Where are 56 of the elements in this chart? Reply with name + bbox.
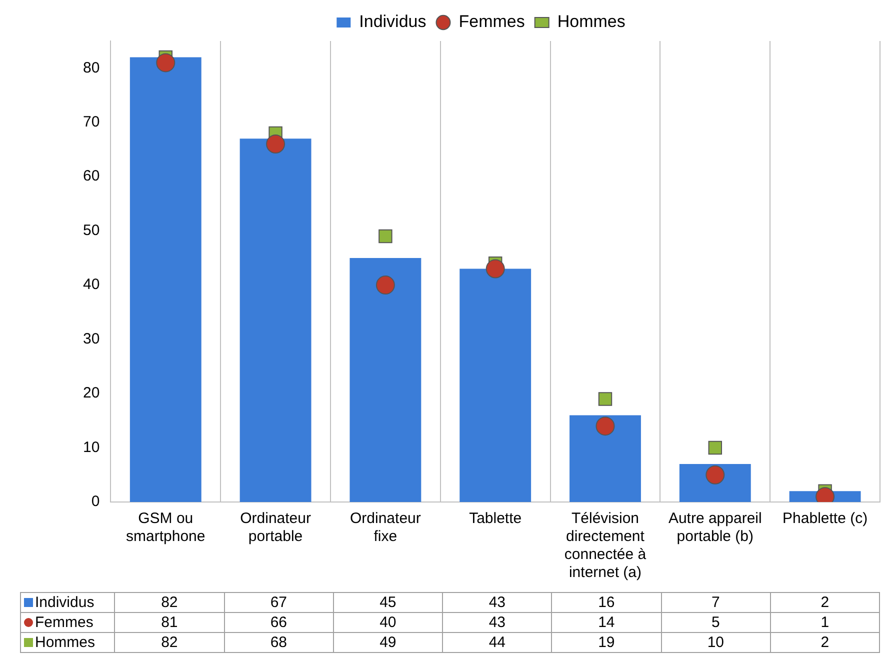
data-label: 68: [224, 632, 334, 652]
data-label: 5: [661, 612, 770, 632]
y-tick-label: 20: [82, 384, 100, 402]
data-label: 49: [333, 632, 443, 652]
data-label: 81: [114, 612, 224, 632]
y-tick-label: 60: [82, 168, 100, 185]
point: [708, 440, 722, 455]
data-label: 19: [552, 632, 662, 652]
text: Hommes: [35, 634, 96, 651]
y-tick-label: 70: [82, 113, 100, 130]
point: [378, 229, 392, 244]
x-tick-label: Télévision directement connectée à internet (a): [564, 510, 647, 582]
data-label: 82: [114, 592, 224, 612]
x-tick-label: Ordinateur portable: [240, 510, 311, 546]
point: [266, 134, 286, 154]
data-label: 43: [442, 612, 552, 632]
data-label: 40: [333, 612, 443, 632]
x-tick-label: Ordinateur fixe: [350, 510, 421, 546]
data-label: 66: [224, 612, 334, 632]
point: [486, 259, 505, 278]
data-label: 2: [770, 592, 880, 612]
data-label: 14: [552, 612, 662, 632]
y-tick-label: 10: [82, 438, 100, 456]
data-label: 43: [442, 592, 552, 612]
data-label: 1: [770, 612, 880, 632]
y-tick-label: 40: [82, 276, 100, 294]
text: Individus: [35, 594, 94, 611]
data-label: 10: [661, 632, 770, 652]
bar: [350, 258, 422, 502]
y-tick-label: 80: [82, 59, 100, 76]
x-tick-label: Phablette (c): [782, 510, 868, 528]
data-label: 67: [224, 592, 334, 612]
data-label: 82: [114, 632, 224, 652]
x-tick-label: GSM ou smartphone: [126, 510, 206, 546]
x-tick-label: Autre appareil portable (b): [668, 510, 762, 546]
data-label: 16: [552, 592, 662, 612]
legend-label: Individus: [359, 12, 426, 32]
point: [156, 53, 176, 72]
legend-label: Hommes: [557, 12, 626, 32]
y-tick-label: 50: [82, 222, 100, 239]
point: [598, 392, 612, 406]
bar: [460, 268, 532, 502]
data-label: 45: [333, 592, 443, 612]
bar: [130, 57, 202, 502]
x-tick-label: Tablette: [469, 510, 522, 528]
data-label: 7: [661, 592, 770, 612]
y-tick-label: 0: [91, 493, 100, 510]
bar: [570, 415, 641, 502]
point: [596, 416, 615, 436]
point: [376, 276, 395, 295]
data-label: 44: [442, 632, 552, 652]
data-label: 2: [770, 632, 880, 652]
text: Femmes: [35, 614, 94, 631]
legend-label: Femmes: [458, 12, 525, 32]
y-tick-label: 30: [82, 330, 100, 348]
bar: [240, 138, 312, 502]
